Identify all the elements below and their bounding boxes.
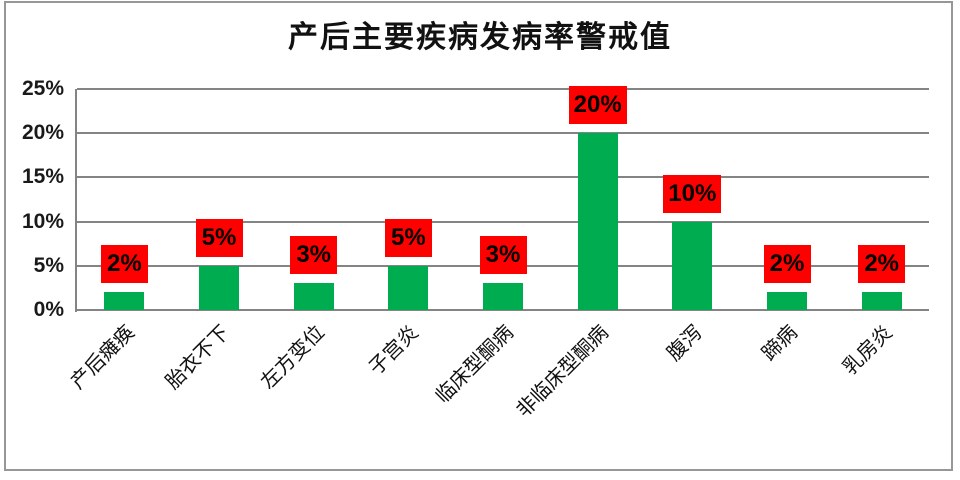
- bar: [388, 265, 429, 310]
- gridline: [77, 176, 929, 179]
- bar: [577, 133, 618, 310]
- y-axis-line: [75, 89, 77, 312]
- data-label: 5%: [195, 218, 243, 257]
- bar: [199, 265, 239, 310]
- data-label: 2%: [763, 245, 811, 284]
- bar: [672, 221, 713, 310]
- data-label: 3%: [290, 236, 338, 275]
- data-label: 2%: [100, 245, 148, 284]
- data-label: 3%: [479, 236, 527, 275]
- data-label: 5%: [384, 218, 432, 257]
- y-axis-tick-label: 15%: [21, 165, 64, 189]
- data-label: 10%: [663, 174, 722, 213]
- y-axis-tick-label: 20%: [21, 121, 64, 145]
- bar: [483, 283, 523, 310]
- y-axis-tick-label: 25%: [21, 77, 64, 100]
- chart-border-frame: [4, 1, 953, 471]
- gridline: [77, 309, 929, 311]
- gridline: [77, 220, 929, 223]
- gridline: [77, 132, 929, 135]
- bar: [767, 292, 807, 310]
- y-axis-tick-label: 10%: [21, 209, 64, 233]
- data-label: 20%: [568, 86, 627, 125]
- bar: [861, 292, 902, 310]
- chart-title: 产后主要疾病发病率警戒值: [288, 20, 672, 55]
- bar: [293, 283, 334, 310]
- data-label: 2%: [858, 245, 906, 284]
- y-axis-tick-label: 5%: [33, 253, 64, 277]
- gridline: [77, 88, 929, 90]
- y-axis-tick-label: 0%: [33, 298, 64, 321]
- bar: [104, 292, 145, 310]
